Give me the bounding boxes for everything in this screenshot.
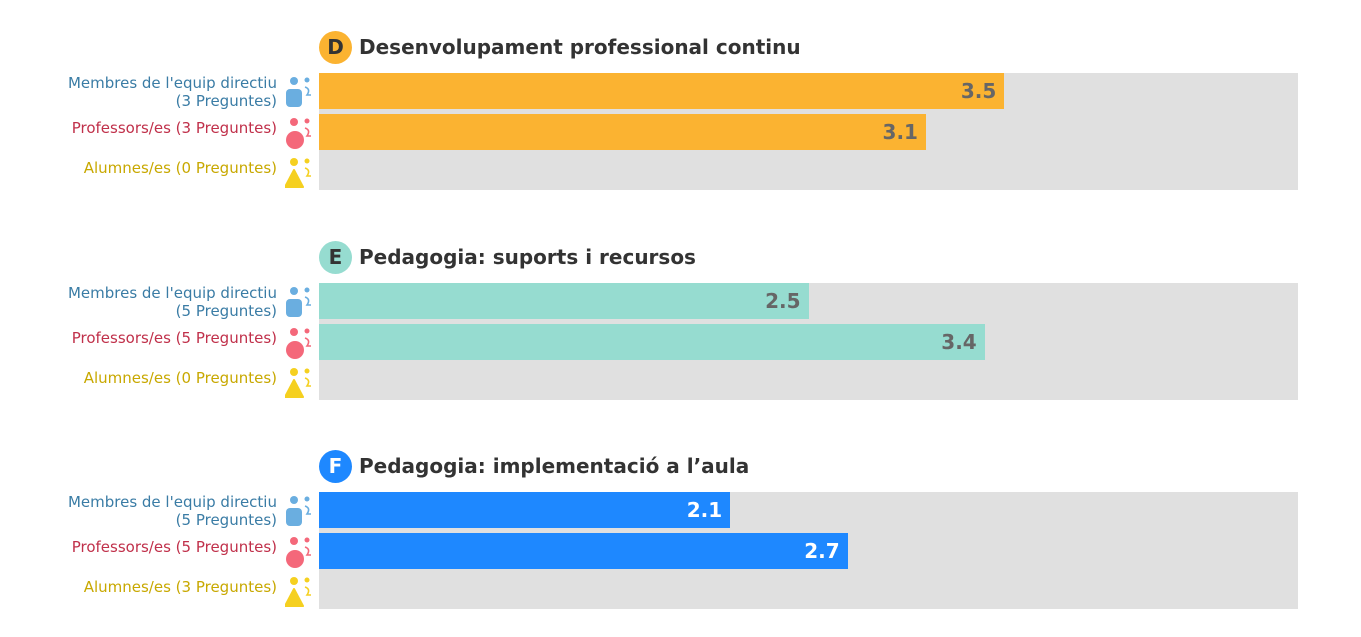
bar: 2.5 [319,283,809,319]
group-title: D Desenvolupament professional continu [319,30,801,64]
bar-value-label: 3.1 [882,120,918,144]
group-letter-badge: F [319,449,352,483]
bar-value-label: 2.5 [765,289,801,313]
bar-value-label: 3.4 [941,330,977,354]
row-label-text: Professors/es (5 Preguntes) [71,538,277,556]
row-label: Professors/es (5 Preguntes) [72,329,277,347]
bar-track: 2.1 2.7 [319,492,1298,609]
row-label: Professors/es (5 Preguntes) [72,538,277,556]
manager-icon [285,494,315,528]
group-title-text: Pedagogia: suports i recursos [359,245,696,269]
row-label-text: Alumnes/es (3 Preguntes) [83,578,277,596]
group-letter-badge: D [319,30,352,64]
row-questions: (5 Preguntes) [175,302,277,320]
bar-value-label: 2.7 [804,539,840,563]
row-label: Professors/es (3 Preguntes) [72,119,277,137]
manager-icon [285,75,315,109]
group-title: E Pedagogia: suports i recursos [319,240,696,274]
bar-value-label: 2.1 [686,498,723,522]
student-icon [284,156,315,190]
row-label-text: Alumnes/es (0 Preguntes) [83,159,277,177]
student-icon [284,366,315,400]
row-label-text: Membres de l'equip directiu [67,493,277,511]
group-letter-badge: E [319,240,352,274]
bar-track: 2.5 3.4 [319,283,1298,400]
row-label: Alumnes/es (0 Preguntes) [84,369,277,387]
row-label: Membres de l'equip directiu (5 Preguntes) [68,284,277,320]
bar: 3.5 [319,73,1005,109]
group-title: F Pedagogia: implementació a l’aula [319,449,749,483]
row-label: Membres de l'equip directiu (3 Preguntes) [68,74,277,110]
row-label: Membres de l'equip directiu (5 Preguntes) [68,493,277,529]
row-label-text: Professors/es (3 Preguntes) [71,119,277,137]
row-label-text: Membres de l'equip directiu [67,74,277,92]
row-label: Alumnes/es (0 Preguntes) [84,159,277,177]
row-label-text: Professors/es (5 Preguntes) [71,329,277,347]
manager-icon [285,285,315,319]
teacher-icon [285,116,315,150]
bar: 3.1 [319,114,926,150]
bar-track: 3.5 3.1 [319,73,1298,190]
bar-value-label: 3.5 [960,79,997,103]
row-questions: (3 Preguntes) [175,92,277,110]
bar: 2.7 [319,533,848,569]
row-label-text: Membres de l'equip directiu [67,284,277,302]
bar: 2.1 [319,492,731,528]
teacher-icon [285,326,315,360]
group-title-text: Pedagogia: implementació a l’aula [359,454,750,478]
row-label-text: Alumnes/es (0 Preguntes) [83,369,277,387]
student-icon [284,575,315,609]
bar: 3.4 [319,324,985,360]
teacher-icon [285,535,315,569]
row-questions: (5 Preguntes) [175,511,277,529]
group-title-text: Desenvolupament professional continu [359,35,801,59]
row-label: Alumnes/es (3 Preguntes) [84,578,277,596]
